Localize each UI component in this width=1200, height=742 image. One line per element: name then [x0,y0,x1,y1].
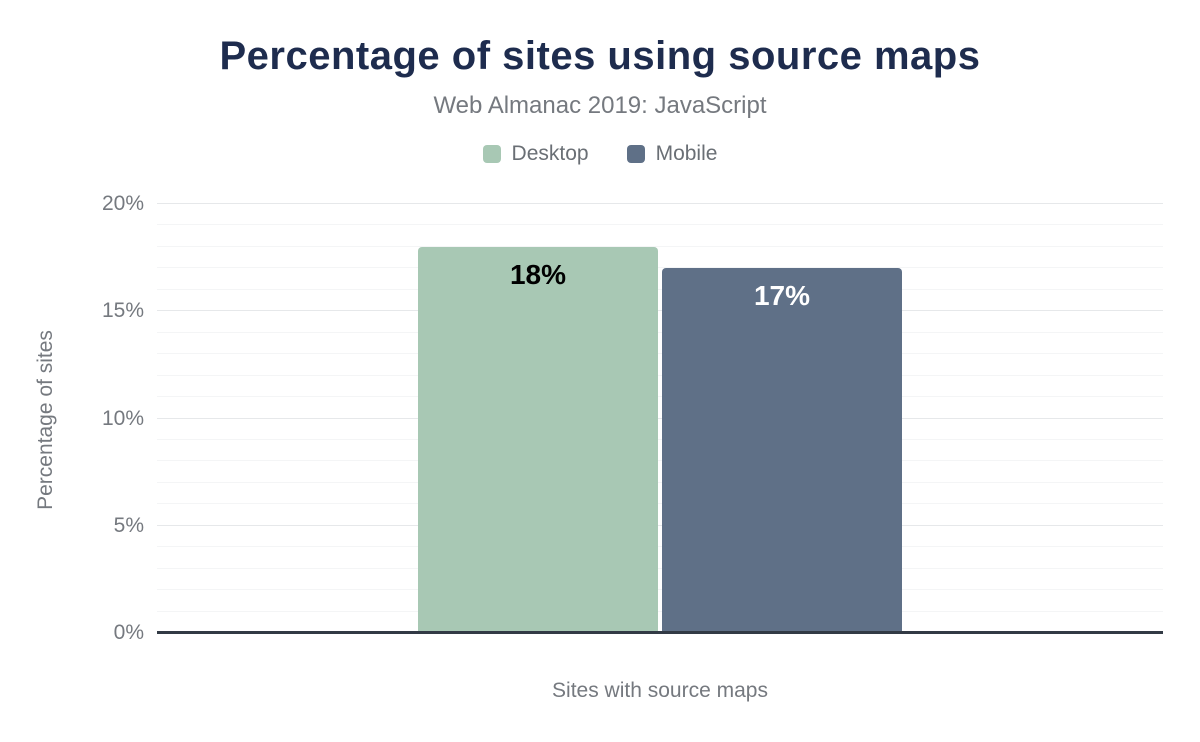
minor-gridline [157,353,1163,355]
legend-label-mobile: Mobile [655,142,718,165]
bar-value-label-mobile: 17% [753,280,811,312]
minor-gridline [157,567,1163,569]
bar-value-label-desktop: 18% [509,258,567,290]
minor-gridline [157,374,1163,376]
plot-area: 18% 17% [157,203,1163,634]
minor-gridline [157,546,1163,548]
legend-item-mobile: Mobile [626,142,718,166]
minor-gridline [157,288,1163,290]
bar-mobile[interactable]: 17% [662,268,902,633]
minor-gridline [157,481,1163,483]
x-axis-line [157,631,1163,634]
minor-gridline [157,438,1163,440]
minor-gridline [157,460,1163,462]
legend: Desktop Mobile [0,142,1200,166]
y-tick-label: 15% [101,299,144,323]
minor-gridline [157,267,1163,269]
minor-gridline [157,224,1163,226]
y-tick-label: 20% [101,192,144,215]
legend-item-desktop: Desktop [482,142,589,166]
y-tick-label: 0% [113,621,144,644]
y-tick-label: 5% [113,513,144,537]
bar-group: 18% 17% [418,204,902,633]
legend-label-desktop: Desktop [511,142,589,165]
x-axis-category-label: Sites with source maps [552,679,768,702]
minor-gridline [157,589,1163,591]
major-gridline [157,310,1163,312]
bar-desktop[interactable]: 18% [418,246,658,633]
chart-title: Percentage of sites using source maps [219,34,981,78]
y-tick-label: 10% [101,406,144,430]
minor-gridline [157,610,1163,612]
minor-gridline [157,245,1163,247]
minor-gridline [157,396,1163,398]
minor-gridline [157,331,1163,333]
minor-gridline [157,503,1163,505]
major-gridline [157,417,1163,419]
major-gridline [157,524,1163,526]
chart-subtitle: Web Almanac 2019: JavaScript [433,92,767,119]
legend-swatch-mobile-icon [626,145,645,163]
legend-swatch-desktop-icon [482,145,501,163]
major-gridline [157,203,1163,204]
